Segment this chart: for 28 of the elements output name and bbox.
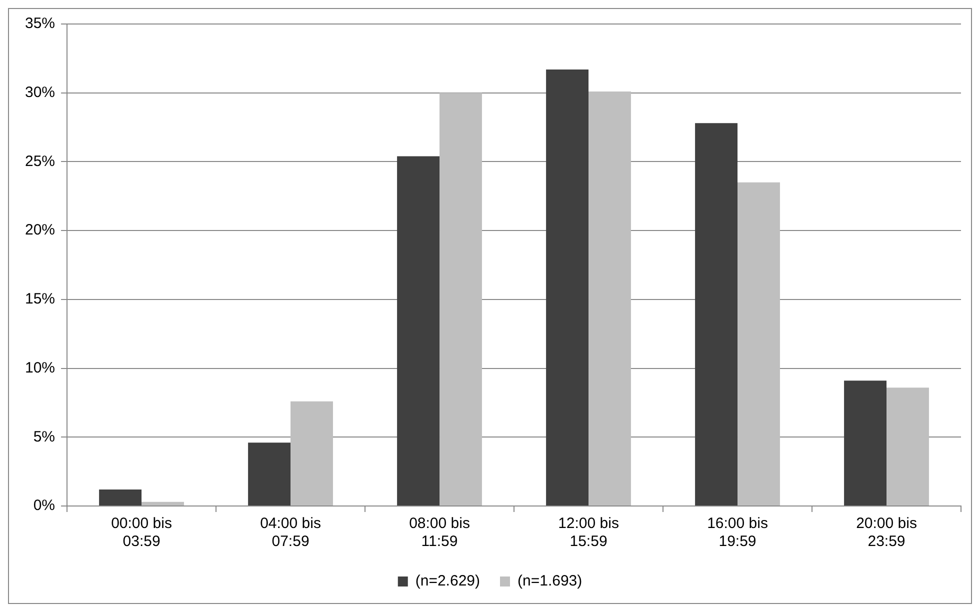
y-tick-label: 10% xyxy=(24,359,56,376)
bar xyxy=(440,92,482,506)
y-tick-label: 20% xyxy=(24,222,56,239)
bar xyxy=(248,442,291,506)
bar xyxy=(588,91,631,506)
x-tick-label: 00:00 bis 03:59 xyxy=(111,515,172,550)
bar xyxy=(142,502,184,506)
x-tick-label: 04:00 bis 07:59 xyxy=(260,515,321,550)
bar xyxy=(844,380,886,506)
bar xyxy=(738,182,780,506)
x-tick-label: 08:00 bis 11:59 xyxy=(409,515,470,550)
legend-label: (n=1.693) xyxy=(518,572,582,590)
x-tick-label: 20:00 bis 23:59 xyxy=(856,515,917,550)
y-tick-label: 5% xyxy=(33,428,56,446)
x-tick-label: 12:00 bis 15:59 xyxy=(558,515,619,550)
bar xyxy=(99,489,142,506)
y-tick-label: 30% xyxy=(24,84,56,101)
bar xyxy=(290,401,333,506)
bar xyxy=(397,156,440,506)
legend-label: (n=2.629) xyxy=(415,572,480,590)
y-tick-label: 0% xyxy=(33,497,56,514)
x-tick-label: 16:00 bis 19:59 xyxy=(707,515,768,550)
y-tick-label: 25% xyxy=(24,152,56,170)
y-tick-label: 35% xyxy=(24,15,56,32)
bar xyxy=(546,69,589,506)
bar xyxy=(886,388,929,506)
bar xyxy=(695,123,738,506)
y-tick-label: 15% xyxy=(24,290,56,308)
